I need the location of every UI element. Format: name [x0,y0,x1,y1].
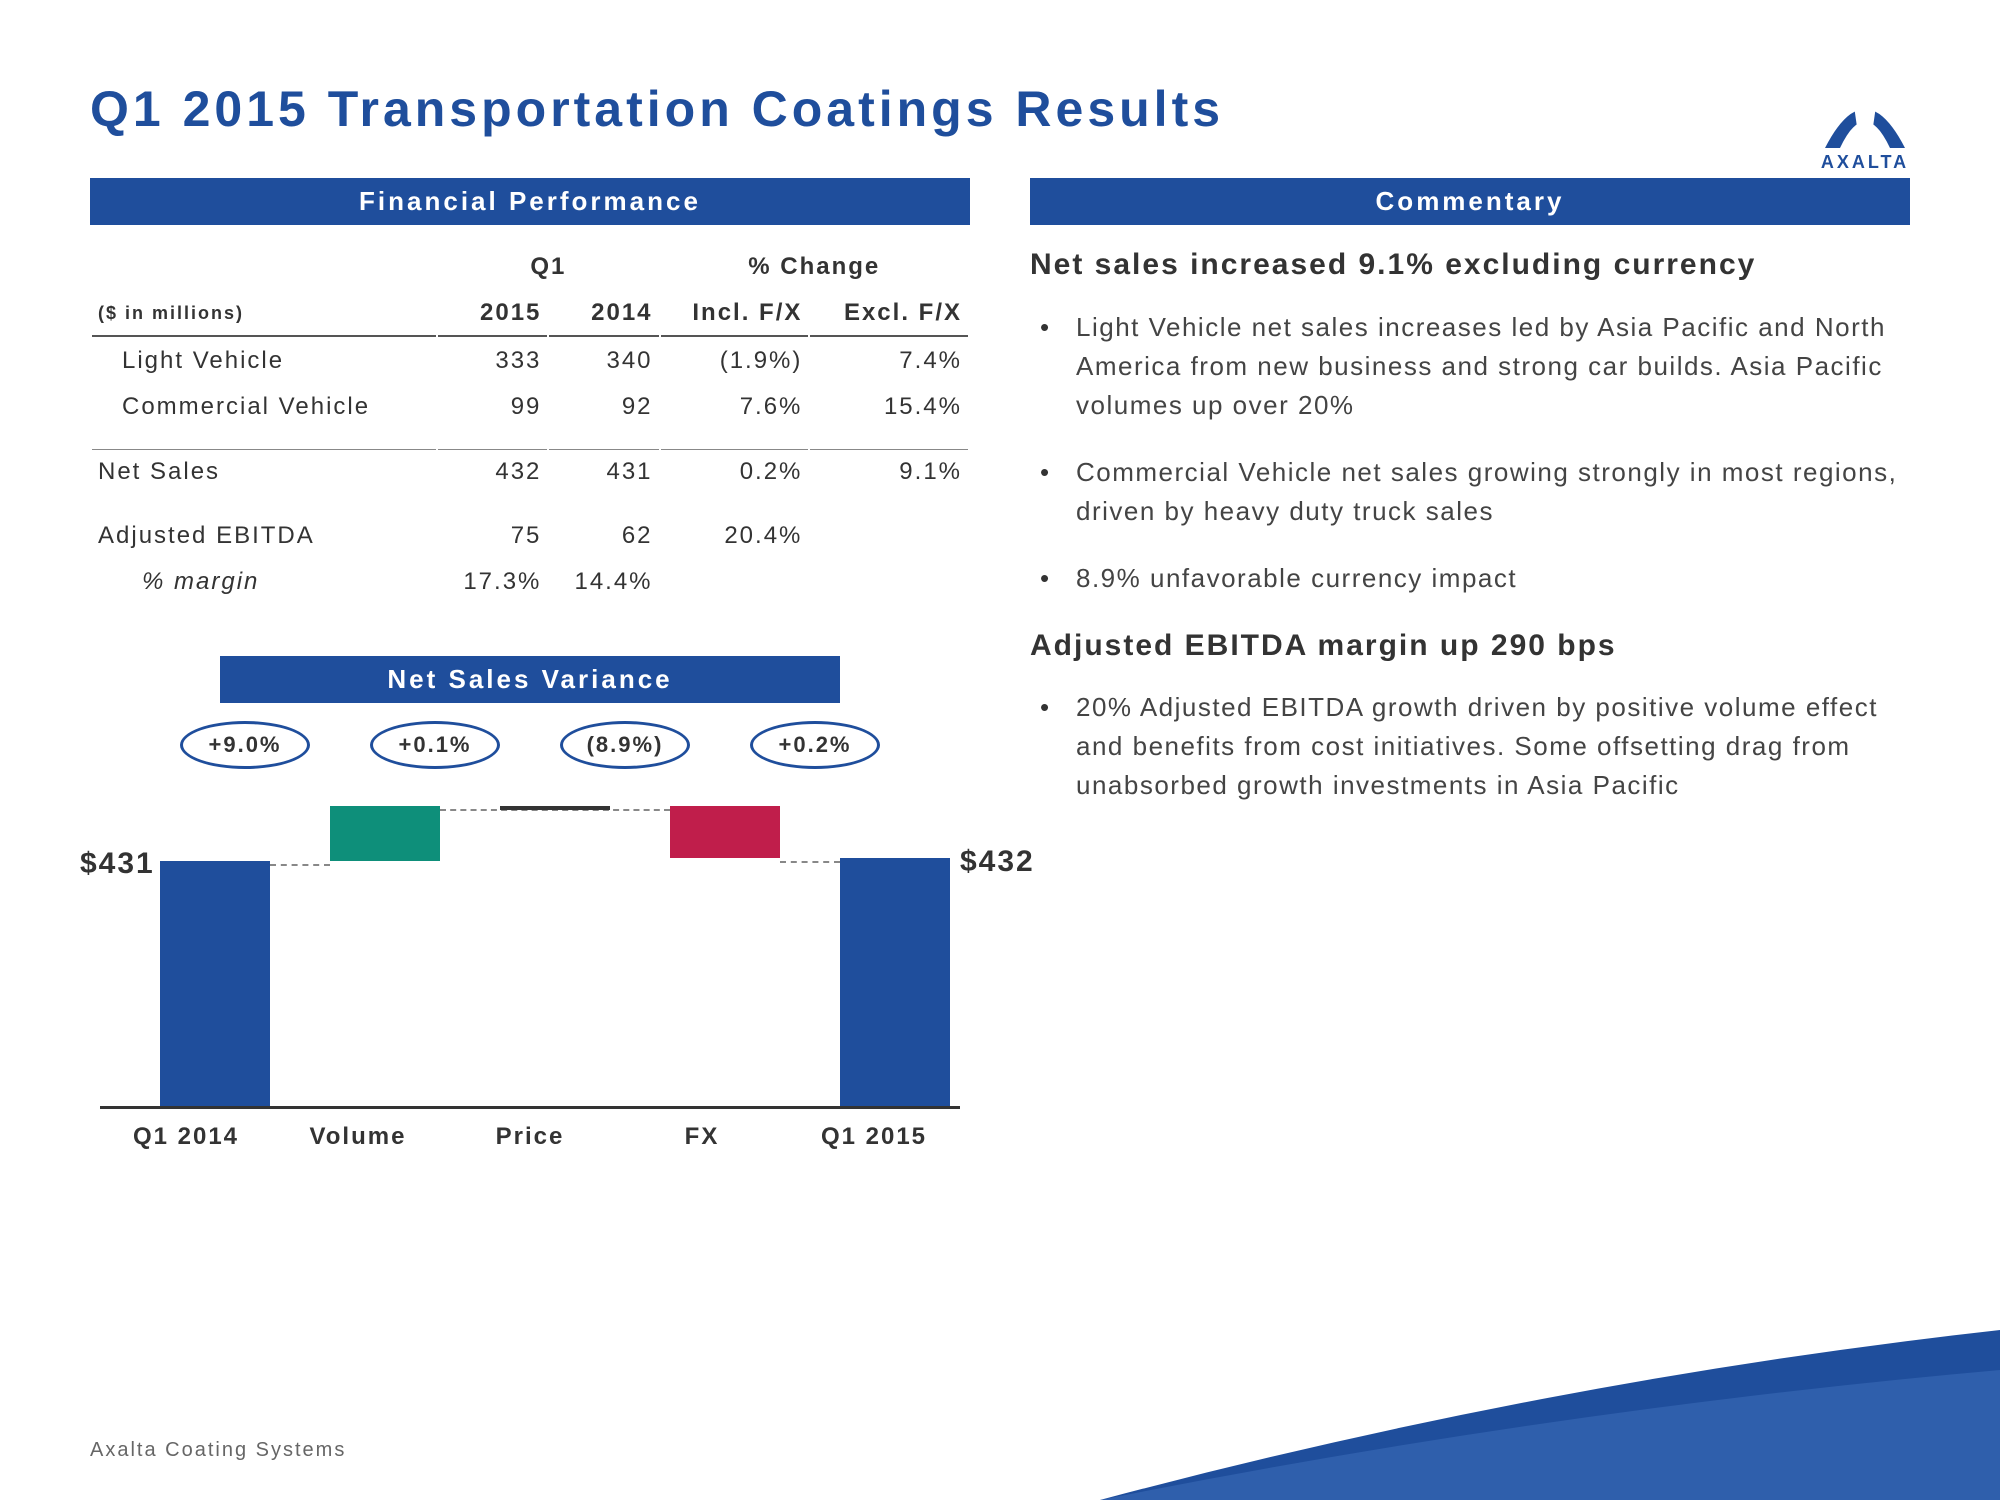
col-2014: 2014 [549,291,658,337]
x-axis-label: Q1 2015 [794,1123,954,1151]
table-row: Light Vehicle333340(1.9%)7.4% [92,339,968,383]
volume-bar [330,806,440,861]
x-axis-label: Volume [278,1123,438,1151]
commentary-heading-1: Net sales increased 9.1% excluding curre… [1030,245,1910,286]
variance-pill: +0.1% [370,721,500,769]
list-item: Commercial Vehicle net sales growing str… [1040,453,1910,531]
col-2015: 2015 [438,291,547,337]
x-axis-label: FX [622,1123,782,1151]
price-bar [500,806,610,810]
net-sales-variance-header: Net Sales Variance [220,656,840,703]
unit-note: ($ in millions) [92,291,436,337]
col-excl-fx: Excl. F/X [810,291,968,337]
variance-pill: (8.9%) [560,721,690,769]
page-number: 31 [1882,1436,1910,1462]
list-item: 20% Adjusted EBITDA growth driven by pos… [1040,688,1910,805]
waterfall-end-label: $432 [960,845,1035,879]
page-title: Q1 2015 Transportation Coatings Results [90,80,1910,138]
financial-performance-header: Financial Performance [90,178,970,225]
x-axis-label: Q1 2014 [106,1123,266,1151]
commentary-header: Commentary [1030,178,1910,225]
list-item: 8.9% unfavorable currency impact [1040,559,1910,598]
table-row: Adjusted EBITDA756220.4% [92,514,968,558]
variance-pill: +9.0% [180,721,310,769]
financial-table: Q1 % Change ($ in millions) 2015 2014 In… [90,243,970,606]
logo-text: AXALTA [1820,152,1910,173]
swoosh-decoration [1100,1320,2000,1500]
logo: AXALTA [1820,90,1910,173]
table-row: % margin17.3%14.4% [92,560,968,604]
fx-bar [670,806,780,858]
x-axis-label: Price [450,1123,610,1151]
waterfall-x-labels: Q1 2014 Volume Price FX Q1 2015 [90,1109,970,1151]
table-row: Commercial Vehicle99927.6%15.4% [92,385,968,429]
waterfall-chart: $431 $432 [100,779,960,1109]
footer-text: Axalta Coating Systems [90,1439,346,1462]
col-group-q1: Q1 [438,245,658,289]
variance-pill: +0.2% [750,721,880,769]
logo-arch-icon [1820,90,1910,150]
q1-2014-bar [160,861,270,1106]
table-row: Net Sales4324310.2%9.1% [92,449,968,494]
commentary-list-1: Light Vehicle net sales increases led by… [1030,308,1910,598]
col-group-change: % Change [661,245,968,289]
commentary-list-2: 20% Adjusted EBITDA growth driven by pos… [1030,688,1910,805]
variance-pills: +9.0% +0.1% (8.9%) +0.2% [90,721,970,779]
list-item: Light Vehicle net sales increases led by… [1040,308,1910,425]
commentary-heading-2: Adjusted EBITDA margin up 290 bps [1030,626,1910,667]
col-incl-fx: Incl. F/X [661,291,809,337]
waterfall-start-label: $431 [80,847,155,881]
q1-2015-bar [840,858,950,1106]
